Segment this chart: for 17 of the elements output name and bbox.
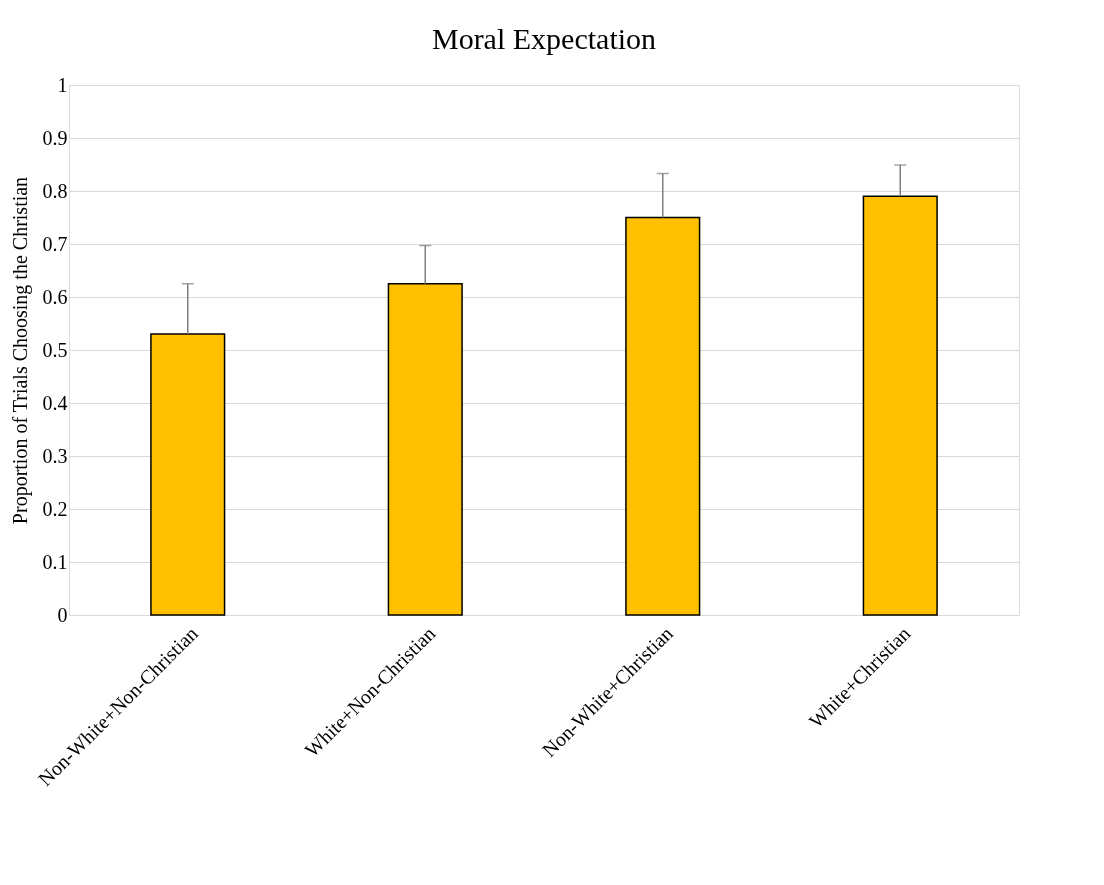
y-axis-title: Proportion of Trials Choosing the Christian	[8, 176, 32, 525]
bar	[387, 283, 463, 616]
bar	[625, 216, 701, 616]
y-tick-label: 1	[57, 73, 68, 96]
y-tick-label: 0.4	[42, 391, 68, 414]
y-tick-label: 0	[57, 603, 68, 626]
y-tick-label: 0.2	[42, 497, 68, 520]
y-tick-label: 0.6	[42, 285, 68, 308]
bar	[150, 333, 226, 616]
chart-title: Moral Expectation	[431, 22, 657, 55]
y-tick-label: 0.5	[42, 338, 68, 361]
bar	[862, 195, 938, 616]
y-tick-label: 0.9	[42, 126, 68, 149]
y-tick-label: 0.7	[42, 232, 68, 255]
y-tick-label: 0.1	[42, 550, 68, 573]
y-tick-label: 0.3	[42, 444, 68, 467]
y-tick-label: 0.8	[42, 179, 68, 202]
